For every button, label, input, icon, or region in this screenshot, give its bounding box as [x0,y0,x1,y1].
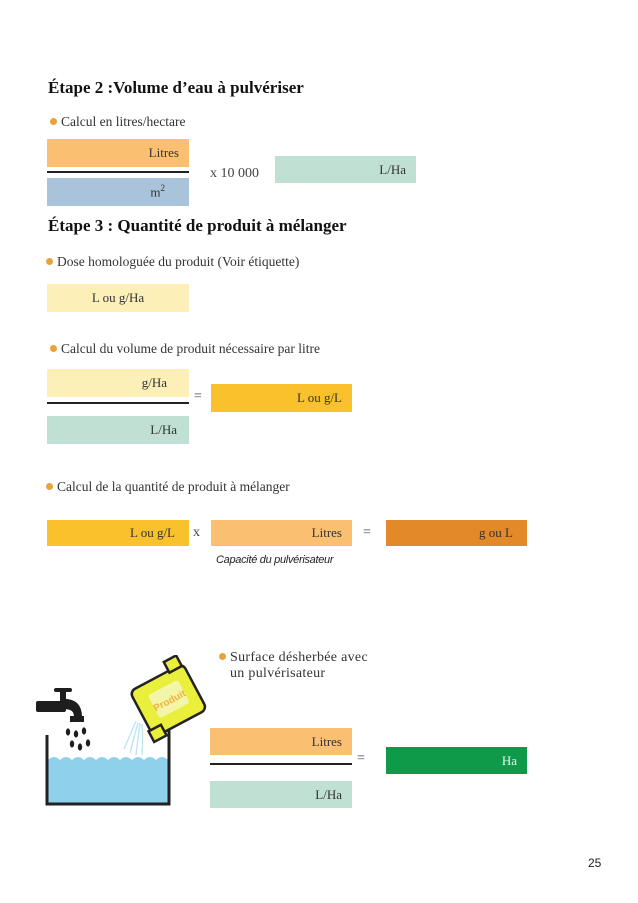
step3-title: Étape 3 : Quantité de produit à mélanger [48,216,347,235]
volume-equals: = [194,389,202,404]
step2-numerator-label: Litres [148,145,179,160]
illustration: Produit [36,655,207,806]
dose-bullet: Dose homologuée du produit (Voir étiquet… [46,254,299,270]
quantity-equals: = [363,525,371,540]
step2-denominator-label: m2 [150,183,165,200]
surface-numerator-label: Litres [311,733,342,749]
quantity-box-1: L ou g/L [47,520,189,546]
quantity-box-2: Litres [211,520,352,546]
surface-denominator-box: L/Ha [210,781,352,808]
quantity-result-box: g ou L [386,520,527,546]
water-icon [48,757,168,803]
step2-bullet-label: Calcul en litres/hectare [61,114,186,129]
volume-bullet-label: Calcul du volume de produit nécessaire p… [61,341,321,356]
surface-result-box: Ha [386,747,527,774]
step2-title: Étape 2 :Volume d’eau à pulvériser [48,78,304,97]
bullet-dot-icon [46,258,53,265]
volume-numerator-box: g/Ha [47,369,189,397]
step2-denominator-box: m2 [47,178,189,206]
volume-bullet: Calcul du volume de produit nécessaire p… [50,341,320,357]
quantity-result-label: g ou L [479,525,513,540]
quantity-bullet: Calcul de la quantité de produit à mélan… [46,479,290,495]
step2-numerator-box: Litres [47,139,189,167]
surface-denominator-label: L/Ha [315,786,342,802]
volume-numerator-label: g/Ha [141,375,167,390]
quantity-times: x [193,525,200,540]
step2-result-label: L/Ha [379,161,406,177]
bullet-dot-icon [46,483,53,490]
chemical-can-icon: Produit [130,655,207,744]
volume-result-label: L ou g/L [296,390,342,405]
quantity-box-2-label: Litres [311,525,342,540]
surface-bullet: Surface désherbée avec un pulvérisateur [219,650,368,682]
quantity-bullet-label: Calcul de la quantité de produit à mélan… [57,479,290,494]
page-number: 25 [588,856,602,870]
dose-box: L ou g/Ha [47,284,189,312]
dose-box-label: L ou g/Ha [91,290,145,305]
faucet-icon [36,688,91,751]
bullet-dot-icon [50,345,57,352]
volume-denominator-label: L/Ha [150,422,177,437]
quantity-caption: Capacité du pulvérisateur [216,554,334,566]
surface-fraction-bar [210,763,352,765]
surface-bullet-line1: Surface désherbée avec [230,650,368,665]
water-tank-icon [45,727,171,806]
pour-stream-icon [123,720,144,756]
dose-bullet-label: Dose homologuée du produit (Voir étiquet… [57,254,300,269]
step2-fraction-bar [47,171,189,173]
volume-denominator-box: L/Ha [47,416,189,444]
surface-bullet-line2: un pulvérisateur [230,666,326,681]
volume-result-box: L ou g/L [211,384,352,412]
step2-bullet: Calcul en litres/hectare [50,114,185,130]
bullet-dot-icon [219,653,226,660]
bullet-dot-icon [50,118,57,125]
surface-equals: = [357,751,365,766]
surface-result-label: Ha [501,752,517,768]
volume-fraction-bar [47,402,189,404]
surface-numerator-box: Litres [210,728,352,755]
step2-result-box: L/Ha [275,156,416,183]
quantity-box-1-label: L ou g/L [129,525,175,540]
step2-multiplier: x 10 000 [210,166,259,181]
